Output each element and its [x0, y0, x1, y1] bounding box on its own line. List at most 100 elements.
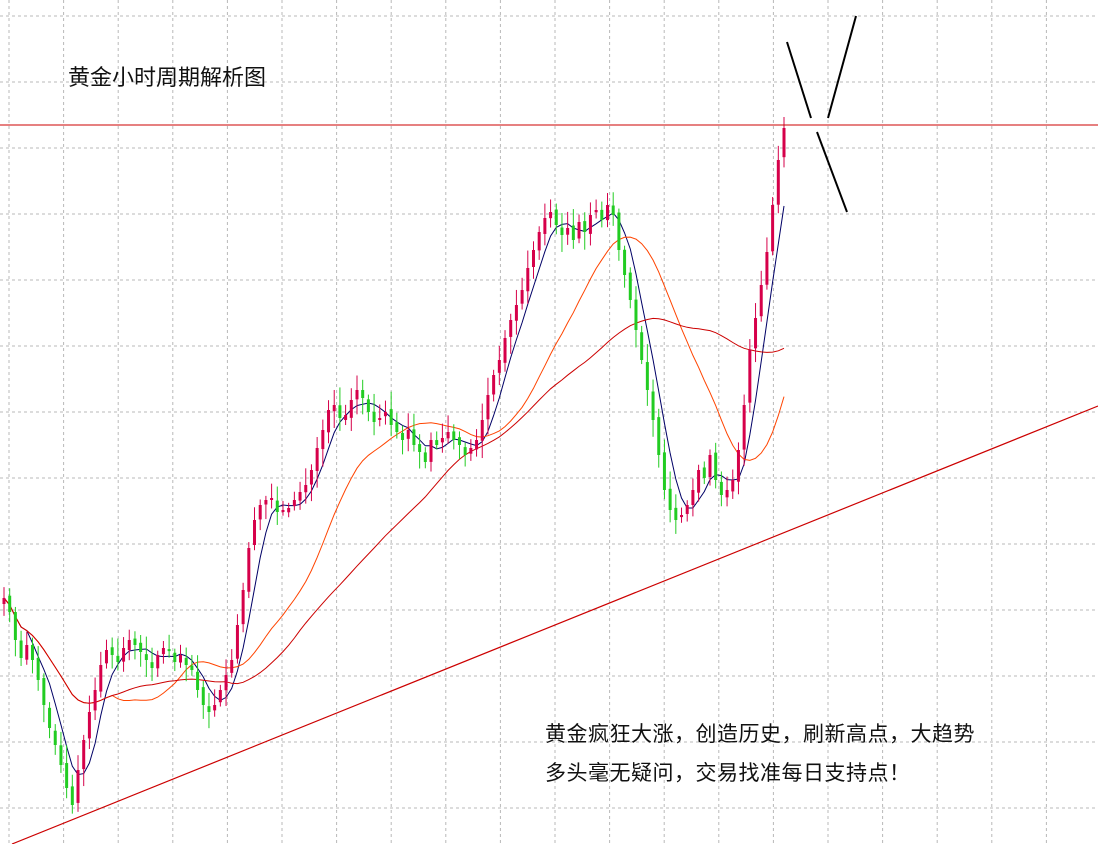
candle-body [531, 250, 535, 268]
candle-body [577, 222, 581, 239]
candle-body [486, 395, 490, 420]
candle-body [685, 505, 689, 514]
candle-body [167, 649, 171, 652]
candle-body [492, 375, 496, 395]
annotation-line-1: 黄金疯狂大涨，创造历史，刷新高点，大趋势 [545, 722, 975, 746]
candle-body [366, 399, 370, 412]
candle-body [30, 644, 34, 660]
candle-body [315, 448, 319, 471]
candle-body [765, 252, 769, 285]
candle-body [560, 227, 564, 235]
candle-body [275, 500, 279, 512]
candle-body [537, 232, 541, 251]
candle-body [526, 268, 530, 292]
candle-body [235, 625, 239, 659]
candle-body [213, 705, 217, 711]
candle-body [543, 218, 547, 234]
candle-body [48, 707, 52, 728]
candles [2, 117, 786, 814]
candle-body [349, 400, 353, 418]
candle-body [241, 590, 245, 625]
candle-body [122, 648, 126, 662]
candle-body [355, 390, 359, 400]
candle-body [93, 690, 97, 711]
candle-body [463, 447, 467, 455]
candle-body [440, 438, 444, 443]
projection-line [827, 15, 857, 119]
candle-body [623, 249, 627, 275]
candle-body [133, 638, 137, 645]
candle-body [719, 481, 723, 495]
candle-body [651, 391, 655, 420]
candle-body [178, 655, 182, 663]
candle-body [418, 444, 422, 452]
candle-body [748, 350, 752, 403]
candle-body [207, 706, 211, 712]
candle-body [480, 420, 484, 441]
candle-body [13, 612, 17, 640]
candle-body [406, 430, 410, 439]
candle-body [338, 405, 342, 418]
candle-body [628, 272, 632, 300]
candle-body [412, 429, 416, 445]
candle-body [475, 440, 479, 450]
candle-body [452, 431, 456, 440]
annotation-line-2: 多头毫无疑问，交易找准每日支持点！ [545, 761, 911, 785]
candle-body [230, 660, 234, 673]
candle-body [116, 655, 120, 662]
candle-body [606, 205, 610, 221]
candle-body [714, 452, 718, 480]
candle-body [173, 652, 177, 662]
candle-body [736, 450, 740, 482]
candle-body [429, 440, 433, 462]
candle-body [571, 225, 575, 240]
candle-body [514, 305, 518, 321]
candle-body [549, 212, 553, 219]
candle-body [600, 209, 604, 220]
chart-title: 黄金小时周期解析图 [68, 66, 267, 91]
candle-body [372, 411, 376, 422]
candle-body [298, 492, 302, 501]
candle-body [702, 467, 706, 478]
candle-body [247, 548, 251, 592]
candle-body [383, 412, 387, 417]
candle-body [327, 410, 331, 433]
candle-body [634, 299, 638, 330]
candle-body [104, 650, 108, 664]
candle-body [611, 205, 615, 215]
candle-body [662, 452, 666, 490]
candle-body [201, 687, 205, 705]
candle-body [87, 712, 91, 739]
candle-body [8, 595, 12, 612]
candle-body [691, 490, 695, 505]
candle-body [332, 405, 336, 412]
candle-body [446, 432, 450, 439]
candle-body [127, 640, 131, 651]
candle-body [344, 415, 348, 420]
candle-body [196, 671, 200, 690]
candle-body [59, 745, 63, 765]
candle-body [554, 209, 558, 225]
candle-body [520, 290, 524, 304]
candle-body [161, 648, 165, 655]
candle-body [674, 507, 678, 520]
ma-fast-line [3, 205, 785, 776]
candle-body [389, 409, 393, 425]
moving-averages [3, 205, 785, 776]
candle-body [503, 338, 507, 363]
candle-body [469, 448, 473, 454]
candle-body [708, 455, 712, 477]
candle-body [65, 763, 69, 788]
candle-body [457, 437, 461, 445]
candle-body [776, 160, 780, 205]
candle-body [184, 657, 188, 665]
candle-body [640, 332, 644, 360]
candle-body [435, 440, 439, 445]
candle-body [264, 500, 268, 505]
candle-body [76, 770, 80, 803]
candle-body [361, 390, 365, 398]
candle-body [497, 360, 501, 373]
candle-body [645, 362, 649, 390]
candle-body [668, 488, 672, 510]
